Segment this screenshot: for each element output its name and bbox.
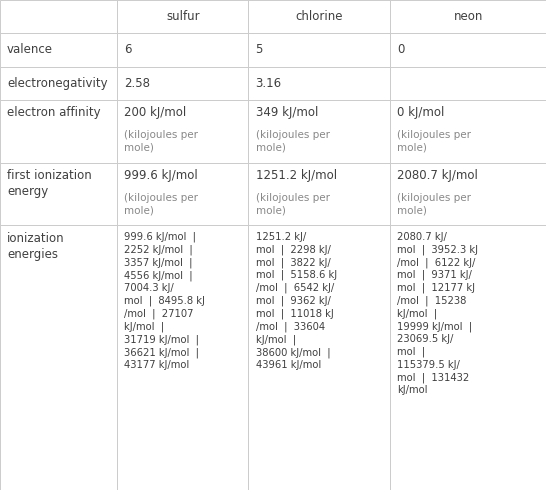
Text: 1251.2 kJ/mol: 1251.2 kJ/mol (256, 169, 337, 182)
Text: (kilojoules per
mole): (kilojoules per mole) (397, 193, 472, 215)
Bar (390, 225, 546, 490)
Text: (kilojoules per
mole): (kilojoules per mole) (256, 130, 330, 152)
Text: 5: 5 (256, 44, 263, 56)
Text: 200 kJ/mol: 200 kJ/mol (124, 106, 187, 120)
Text: neon: neon (454, 10, 483, 23)
Bar (0, 100, 117, 163)
Bar (117, 100, 248, 163)
Text: (kilojoules per
mole): (kilojoules per mole) (256, 193, 330, 215)
Text: 2.58: 2.58 (124, 77, 151, 90)
Bar (390, 100, 546, 163)
Bar (248, 33, 390, 67)
Text: 3.16: 3.16 (256, 77, 282, 90)
Text: ionization
energies: ionization energies (7, 232, 65, 261)
Bar (117, 33, 248, 67)
Bar (0, 0, 117, 33)
Bar (248, 100, 390, 163)
Text: first ionization
energy: first ionization energy (7, 169, 92, 198)
Bar (390, 0, 546, 33)
Text: (kilojoules per
mole): (kilojoules per mole) (397, 130, 472, 152)
Bar (0, 225, 117, 490)
Text: chlorine: chlorine (296, 10, 343, 23)
Text: sulfur: sulfur (166, 10, 200, 23)
Text: 999.6 kJ/mol: 999.6 kJ/mol (124, 169, 198, 182)
Bar (390, 163, 546, 225)
Text: valence: valence (7, 44, 53, 56)
Text: 999.6 kJ/mol  |
2252 kJ/mol  |
3357 kJ/mol  |
4556 kJ/mol  |
7004.3 kJ/
mol  |  : 999.6 kJ/mol | 2252 kJ/mol | 3357 kJ/mol… (124, 232, 205, 370)
Bar (248, 67, 390, 100)
Bar (248, 225, 390, 490)
Bar (117, 225, 248, 490)
Bar (117, 163, 248, 225)
Text: (kilojoules per
mole): (kilojoules per mole) (124, 130, 199, 152)
Bar (390, 67, 546, 100)
Bar (0, 33, 117, 67)
Bar (390, 33, 546, 67)
Text: 0 kJ/mol: 0 kJ/mol (397, 106, 445, 120)
Bar (117, 0, 248, 33)
Bar (248, 0, 390, 33)
Text: 0: 0 (397, 44, 405, 56)
Text: 349 kJ/mol: 349 kJ/mol (256, 106, 318, 120)
Text: 2080.7 kJ/
mol  |  3952.3 kJ
/mol  |  6122 kJ/
mol  |  9371 kJ/
mol  |  12177 kJ: 2080.7 kJ/ mol | 3952.3 kJ /mol | 6122 k… (397, 232, 478, 395)
Bar (0, 67, 117, 100)
Text: (kilojoules per
mole): (kilojoules per mole) (124, 193, 199, 215)
Bar (0, 163, 117, 225)
Bar (117, 67, 248, 100)
Text: electronegativity: electronegativity (7, 77, 108, 90)
Text: 2080.7 kJ/mol: 2080.7 kJ/mol (397, 169, 478, 182)
Bar (248, 163, 390, 225)
Text: 1251.2 kJ/
mol  |  2298 kJ/
mol  |  3822 kJ/
mol  |  5158.6 kJ
/mol  |  6542 kJ/: 1251.2 kJ/ mol | 2298 kJ/ mol | 3822 kJ/… (256, 232, 337, 370)
Text: 6: 6 (124, 44, 132, 56)
Text: electron affinity: electron affinity (7, 106, 100, 120)
